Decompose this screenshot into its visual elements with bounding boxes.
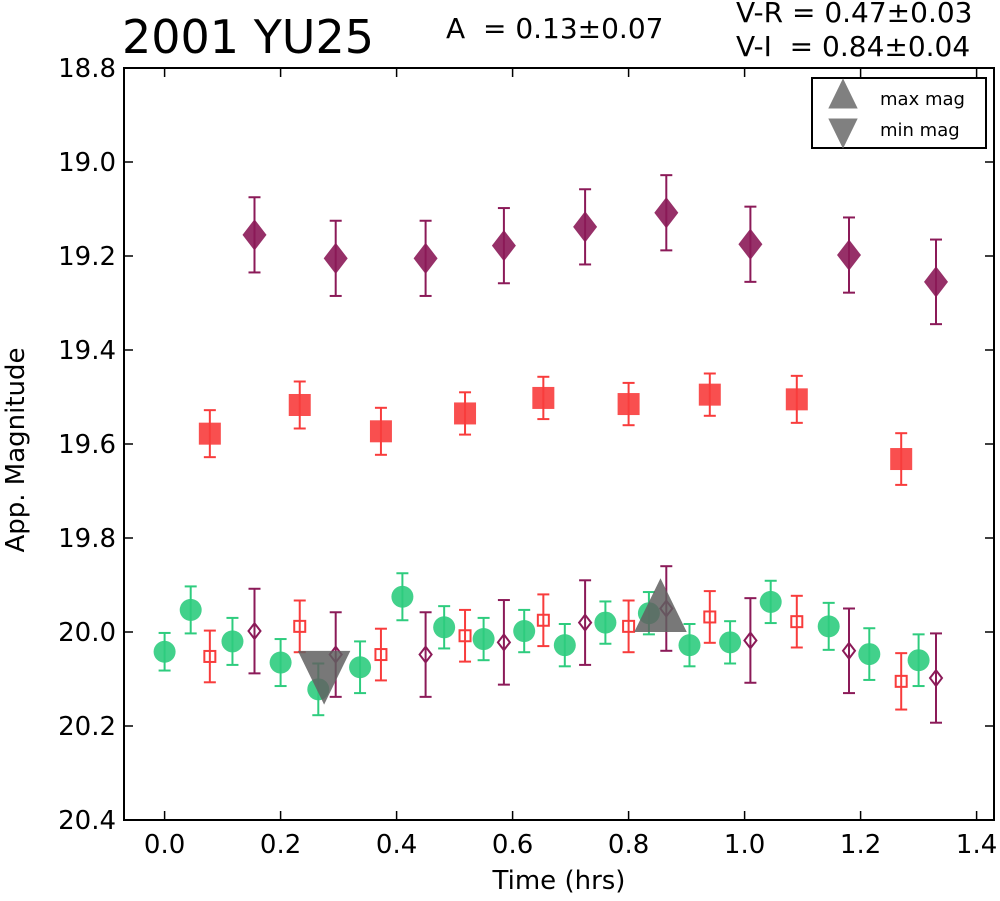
- data-point-square: [454, 402, 477, 425]
- y-tick-label: 20.0: [58, 618, 116, 648]
- y-tick-label: 19.0: [58, 148, 116, 178]
- data-point-square: [617, 393, 640, 416]
- data-point-circle: [153, 640, 176, 663]
- data-point-square: [703, 610, 717, 624]
- data-point-square: [288, 393, 311, 416]
- data-point-diamond: [841, 641, 857, 661]
- x-tick-label: 0.4: [376, 830, 417, 860]
- data-point-circle: [907, 649, 930, 672]
- data-point-square: [785, 388, 808, 411]
- x-tick-label: 1.4: [956, 830, 997, 860]
- x-tick-label: 0.2: [260, 830, 301, 860]
- data-point-circle: [179, 598, 202, 621]
- data-point-diamond: [496, 632, 512, 652]
- data-point-diamond: [418, 645, 433, 665]
- plot-frame: [123, 67, 995, 821]
- data-point-diamond: [413, 242, 438, 274]
- data-point-square: [369, 420, 392, 443]
- y-tick-label: 20.2: [58, 712, 116, 742]
- data-point-square: [622, 619, 636, 633]
- data-point-circle: [553, 634, 576, 657]
- data-point-diamond: [247, 621, 262, 641]
- x-tick-label: 1.0: [724, 830, 765, 860]
- data-point-diamond: [654, 197, 679, 229]
- data-point-square: [203, 649, 217, 663]
- data-point-square: [790, 615, 804, 629]
- data-point-square: [458, 629, 472, 643]
- legend-marker-triangle-up: [828, 78, 858, 109]
- data-point-circle: [678, 634, 701, 657]
- data-point-square: [698, 383, 721, 406]
- x-tick-label: 1.2: [840, 830, 881, 860]
- data-point-diamond: [928, 668, 944, 688]
- data-point-triangle-up: [634, 578, 687, 632]
- y-tick-label: 20.4: [58, 806, 116, 836]
- data-point-diamond: [743, 631, 758, 650]
- data-point-square: [536, 613, 550, 627]
- data-point-diamond: [837, 239, 861, 271]
- color-vr-label: V-R = 0.47±0.03: [736, 0, 973, 29]
- color-vi-label: V-I = 0.84±0.04: [736, 30, 971, 63]
- data-point-circle: [472, 628, 495, 651]
- data-point-triangle-down: [297, 650, 351, 705]
- data-point-circle: [221, 630, 244, 653]
- data-point-circle: [594, 611, 617, 634]
- data-point-diamond: [242, 219, 267, 251]
- data-point-square: [198, 422, 221, 445]
- data-point-circle: [858, 643, 881, 666]
- data-point-square: [293, 619, 307, 633]
- data-point-circle: [269, 651, 292, 674]
- data-point-circle: [391, 585, 414, 608]
- legend-marker-triangle-down: [828, 118, 858, 149]
- data-point-circle: [349, 656, 372, 679]
- amplitude-label: A = 0.13±0.07: [446, 12, 664, 45]
- data-point-diamond: [738, 228, 763, 260]
- y-tick-label: 19.8: [58, 524, 116, 554]
- data-point-diamond: [323, 242, 348, 274]
- data-point-diamond: [573, 211, 598, 243]
- data-point-circle: [719, 631, 742, 654]
- x-tick-label: 0.8: [608, 830, 649, 860]
- data-point-diamond: [924, 266, 948, 298]
- y-tick-label: 19.6: [58, 430, 116, 460]
- data-point-square: [374, 648, 388, 662]
- x-tick-label: 0.0: [144, 830, 185, 860]
- x-axis-label: Time (hrs): [492, 866, 626, 896]
- data-point-diamond: [577, 613, 593, 633]
- data-point-circle: [433, 616, 456, 639]
- legend-label: min mag: [880, 120, 960, 141]
- y-tick-label: 19.2: [58, 242, 116, 272]
- legend-label: max mag: [880, 89, 965, 110]
- y-tick-label: 18.8: [58, 54, 116, 84]
- x-tick-label: 0.6: [492, 830, 533, 860]
- data-point-square: [890, 448, 913, 471]
- data-point-circle: [513, 620, 536, 643]
- data-point-square: [532, 386, 555, 409]
- data-point-circle: [817, 615, 840, 638]
- y-tick-label: 19.4: [58, 336, 116, 366]
- data-point-circle: [759, 590, 782, 613]
- data-point-square: [894, 674, 908, 688]
- data-point-diamond: [491, 230, 516, 262]
- chart-title: 2001 YU25: [122, 10, 374, 64]
